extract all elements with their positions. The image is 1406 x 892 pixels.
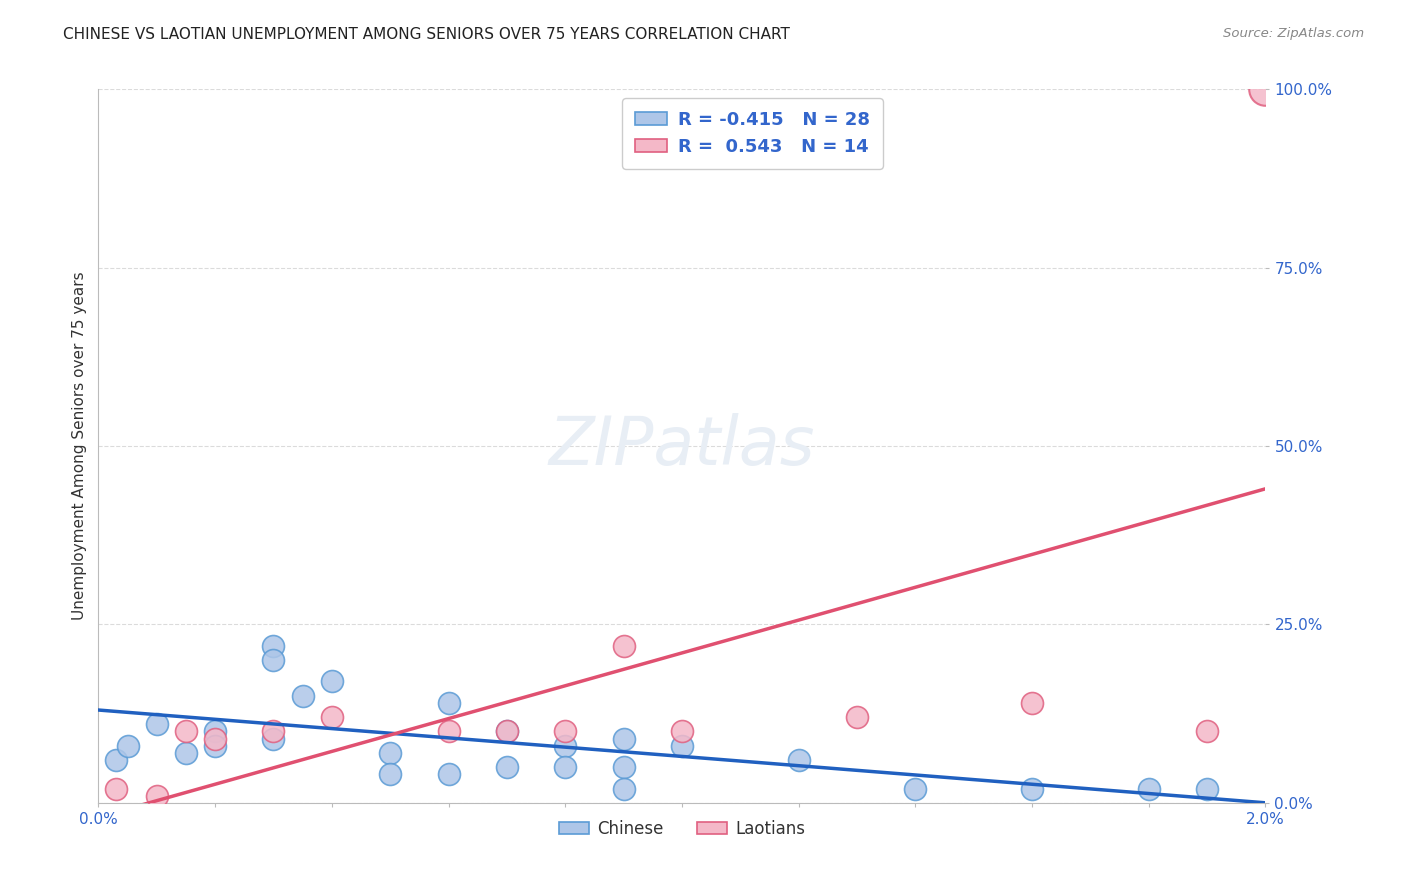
Point	[1254, 82, 1277, 96]
Point	[1197, 724, 1219, 739]
Point	[437, 696, 460, 710]
Point	[204, 731, 226, 746]
Point	[1021, 696, 1043, 710]
Point	[104, 781, 127, 796]
Point	[291, 689, 314, 703]
Point	[496, 760, 519, 774]
Point	[554, 760, 576, 774]
Point	[262, 639, 284, 653]
Text: CHINESE VS LAOTIAN UNEMPLOYMENT AMONG SENIORS OVER 75 YEARS CORRELATION CHART: CHINESE VS LAOTIAN UNEMPLOYMENT AMONG SE…	[63, 27, 790, 42]
Point	[845, 710, 868, 724]
Point	[437, 724, 460, 739]
Point	[321, 674, 343, 689]
Point	[787, 753, 810, 767]
Point	[321, 710, 343, 724]
Legend: Chinese, Laotians: Chinese, Laotians	[553, 814, 811, 845]
Point	[262, 724, 284, 739]
Text: ZIPatlas: ZIPatlas	[548, 413, 815, 479]
Point	[117, 739, 139, 753]
Point	[380, 767, 402, 781]
Point	[380, 746, 402, 760]
Point	[104, 753, 127, 767]
Y-axis label: Unemployment Among Seniors over 75 years: Unemployment Among Seniors over 75 years	[72, 272, 87, 620]
Point	[496, 724, 519, 739]
Point	[904, 781, 927, 796]
Point	[1197, 781, 1219, 796]
Point	[612, 760, 634, 774]
Point	[671, 724, 693, 739]
Point	[262, 653, 284, 667]
Point	[146, 789, 169, 803]
Point	[204, 724, 226, 739]
Point	[612, 781, 634, 796]
Point	[204, 739, 226, 753]
Point	[612, 731, 634, 746]
Point	[174, 724, 197, 739]
Point	[496, 724, 519, 739]
Point	[612, 639, 634, 653]
Point	[437, 767, 460, 781]
Point	[262, 731, 284, 746]
Text: Source: ZipAtlas.com: Source: ZipAtlas.com	[1223, 27, 1364, 40]
Point	[1021, 781, 1043, 796]
Point	[554, 739, 576, 753]
Point	[1137, 781, 1160, 796]
Point	[146, 717, 169, 731]
Point	[554, 724, 576, 739]
Point	[671, 739, 693, 753]
Point	[174, 746, 197, 760]
